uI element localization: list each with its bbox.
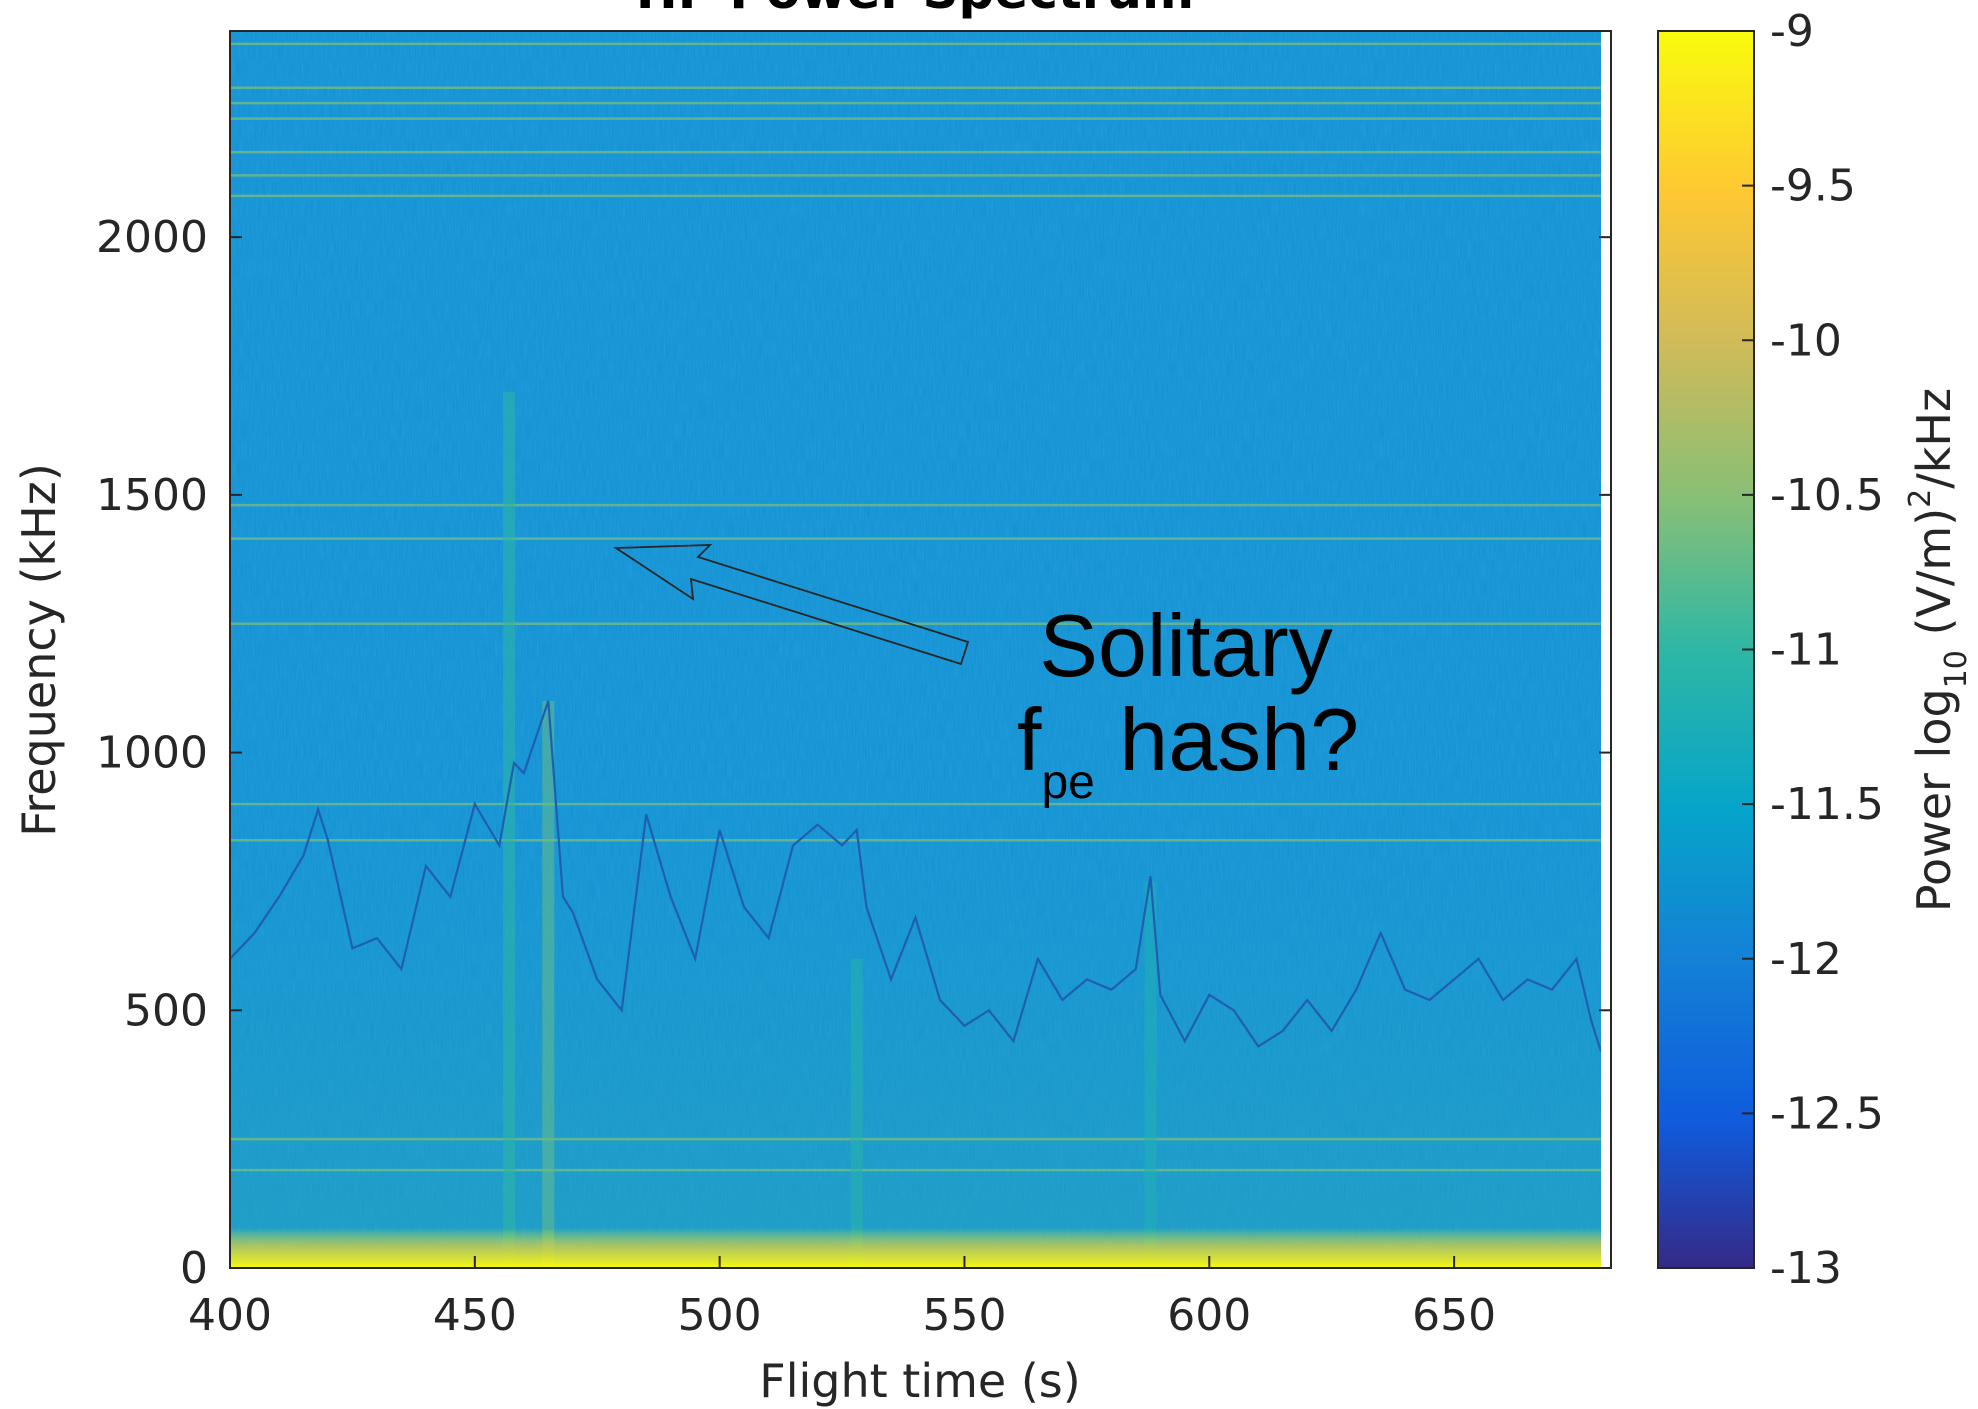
colorbar-label: Power log10 (V/m)2/kHz (1903, 388, 1974, 912)
annotation-line1: Solitary (1039, 596, 1332, 695)
annotation-rest: hash? (1095, 690, 1359, 789)
low-frequency-haze (230, 780, 1601, 1268)
colorbar-tick-label-1: -9.5 (1770, 161, 1856, 212)
x-axis: 400 450 500 550 600 650 (188, 1256, 1496, 1341)
chart-title: HF Power Spectrum (636, 0, 1194, 20)
colorbar-tick-label-6: -12 (1770, 934, 1842, 985)
colorbar-tick-label-8: -13 (1770, 1243, 1842, 1294)
annotation-arrow (613, 544, 970, 666)
colorbar: -9 -9.5 -10 -10.5 -11 -11.5 -12 -12.5 -13 Power … (1657, 6, 1974, 1294)
y-axis: 0 500 1000 1500 2000 (96, 212, 1611, 1294)
colorbar-label-mid: (V/m) (1907, 508, 1961, 650)
fpe-trace-line (230, 700, 1601, 1052)
annotation-line2: fpe hash? (1017, 690, 1359, 809)
x-tick-label-0: 400 (188, 1290, 272, 1341)
vertical-feature-3 (1144, 881, 1157, 1268)
vertical-feature-1 (542, 701, 555, 1268)
y-tick-label-0: 0 (180, 1243, 208, 1294)
colorbar-label-suffix: /kHz (1907, 388, 1961, 489)
colorbar-tick-label-4: -11 (1770, 625, 1842, 676)
low-frequency-band (230, 1228, 1601, 1268)
colorbar-tick-label-2: -10 (1770, 315, 1842, 366)
y-tick-label-1: 500 (124, 985, 208, 1036)
colorbar-label-prefix: Power log (1907, 688, 1961, 912)
vertical-features (503, 391, 1157, 1268)
x-tick-label-5: 650 (1412, 1290, 1496, 1341)
vertical-feature-2 (850, 958, 863, 1268)
colorbar-tick-label-3: -10.5 (1770, 470, 1884, 521)
x-tick-label-3: 550 (922, 1290, 1006, 1341)
y-axis-label: Frequency (kHz) (12, 463, 66, 837)
vertical-feature-0 (503, 391, 516, 1268)
colorbar-label-sup: 2 (1903, 489, 1938, 508)
y-tick-label-4: 2000 (96, 212, 208, 263)
colorbar-tick-label-5: -11.5 (1770, 779, 1884, 830)
colorbar-label-sub: 10 (1939, 650, 1974, 688)
colorbar-ticks: -9 -9.5 -10 -10.5 -11 -11.5 -12 -12.5 -13 (1742, 6, 1884, 1294)
annotation: Solitary fpe hash? (613, 544, 1359, 809)
y-tick-label-3: 1500 (96, 470, 208, 521)
annotation-f: f (1017, 690, 1042, 789)
x-axis-label: Flight time (s) (759, 1354, 1080, 1408)
colorbar-tick-label-0: -9 (1770, 6, 1814, 57)
x-tick-label-1: 450 (433, 1290, 517, 1341)
y-tick-label-2: 1000 (96, 728, 208, 779)
x-tick-label-2: 500 (678, 1290, 762, 1341)
plot-frame (229, 30, 1612, 1269)
x-tick-label-4: 600 (1167, 1290, 1251, 1341)
horizontal-lines (230, 42, 1601, 1172)
annotation-subscript: pe (1041, 756, 1094, 809)
colorbar-tick-label-7: -12.5 (1770, 1088, 1884, 1139)
colorbar-gradient (1657, 30, 1755, 1269)
